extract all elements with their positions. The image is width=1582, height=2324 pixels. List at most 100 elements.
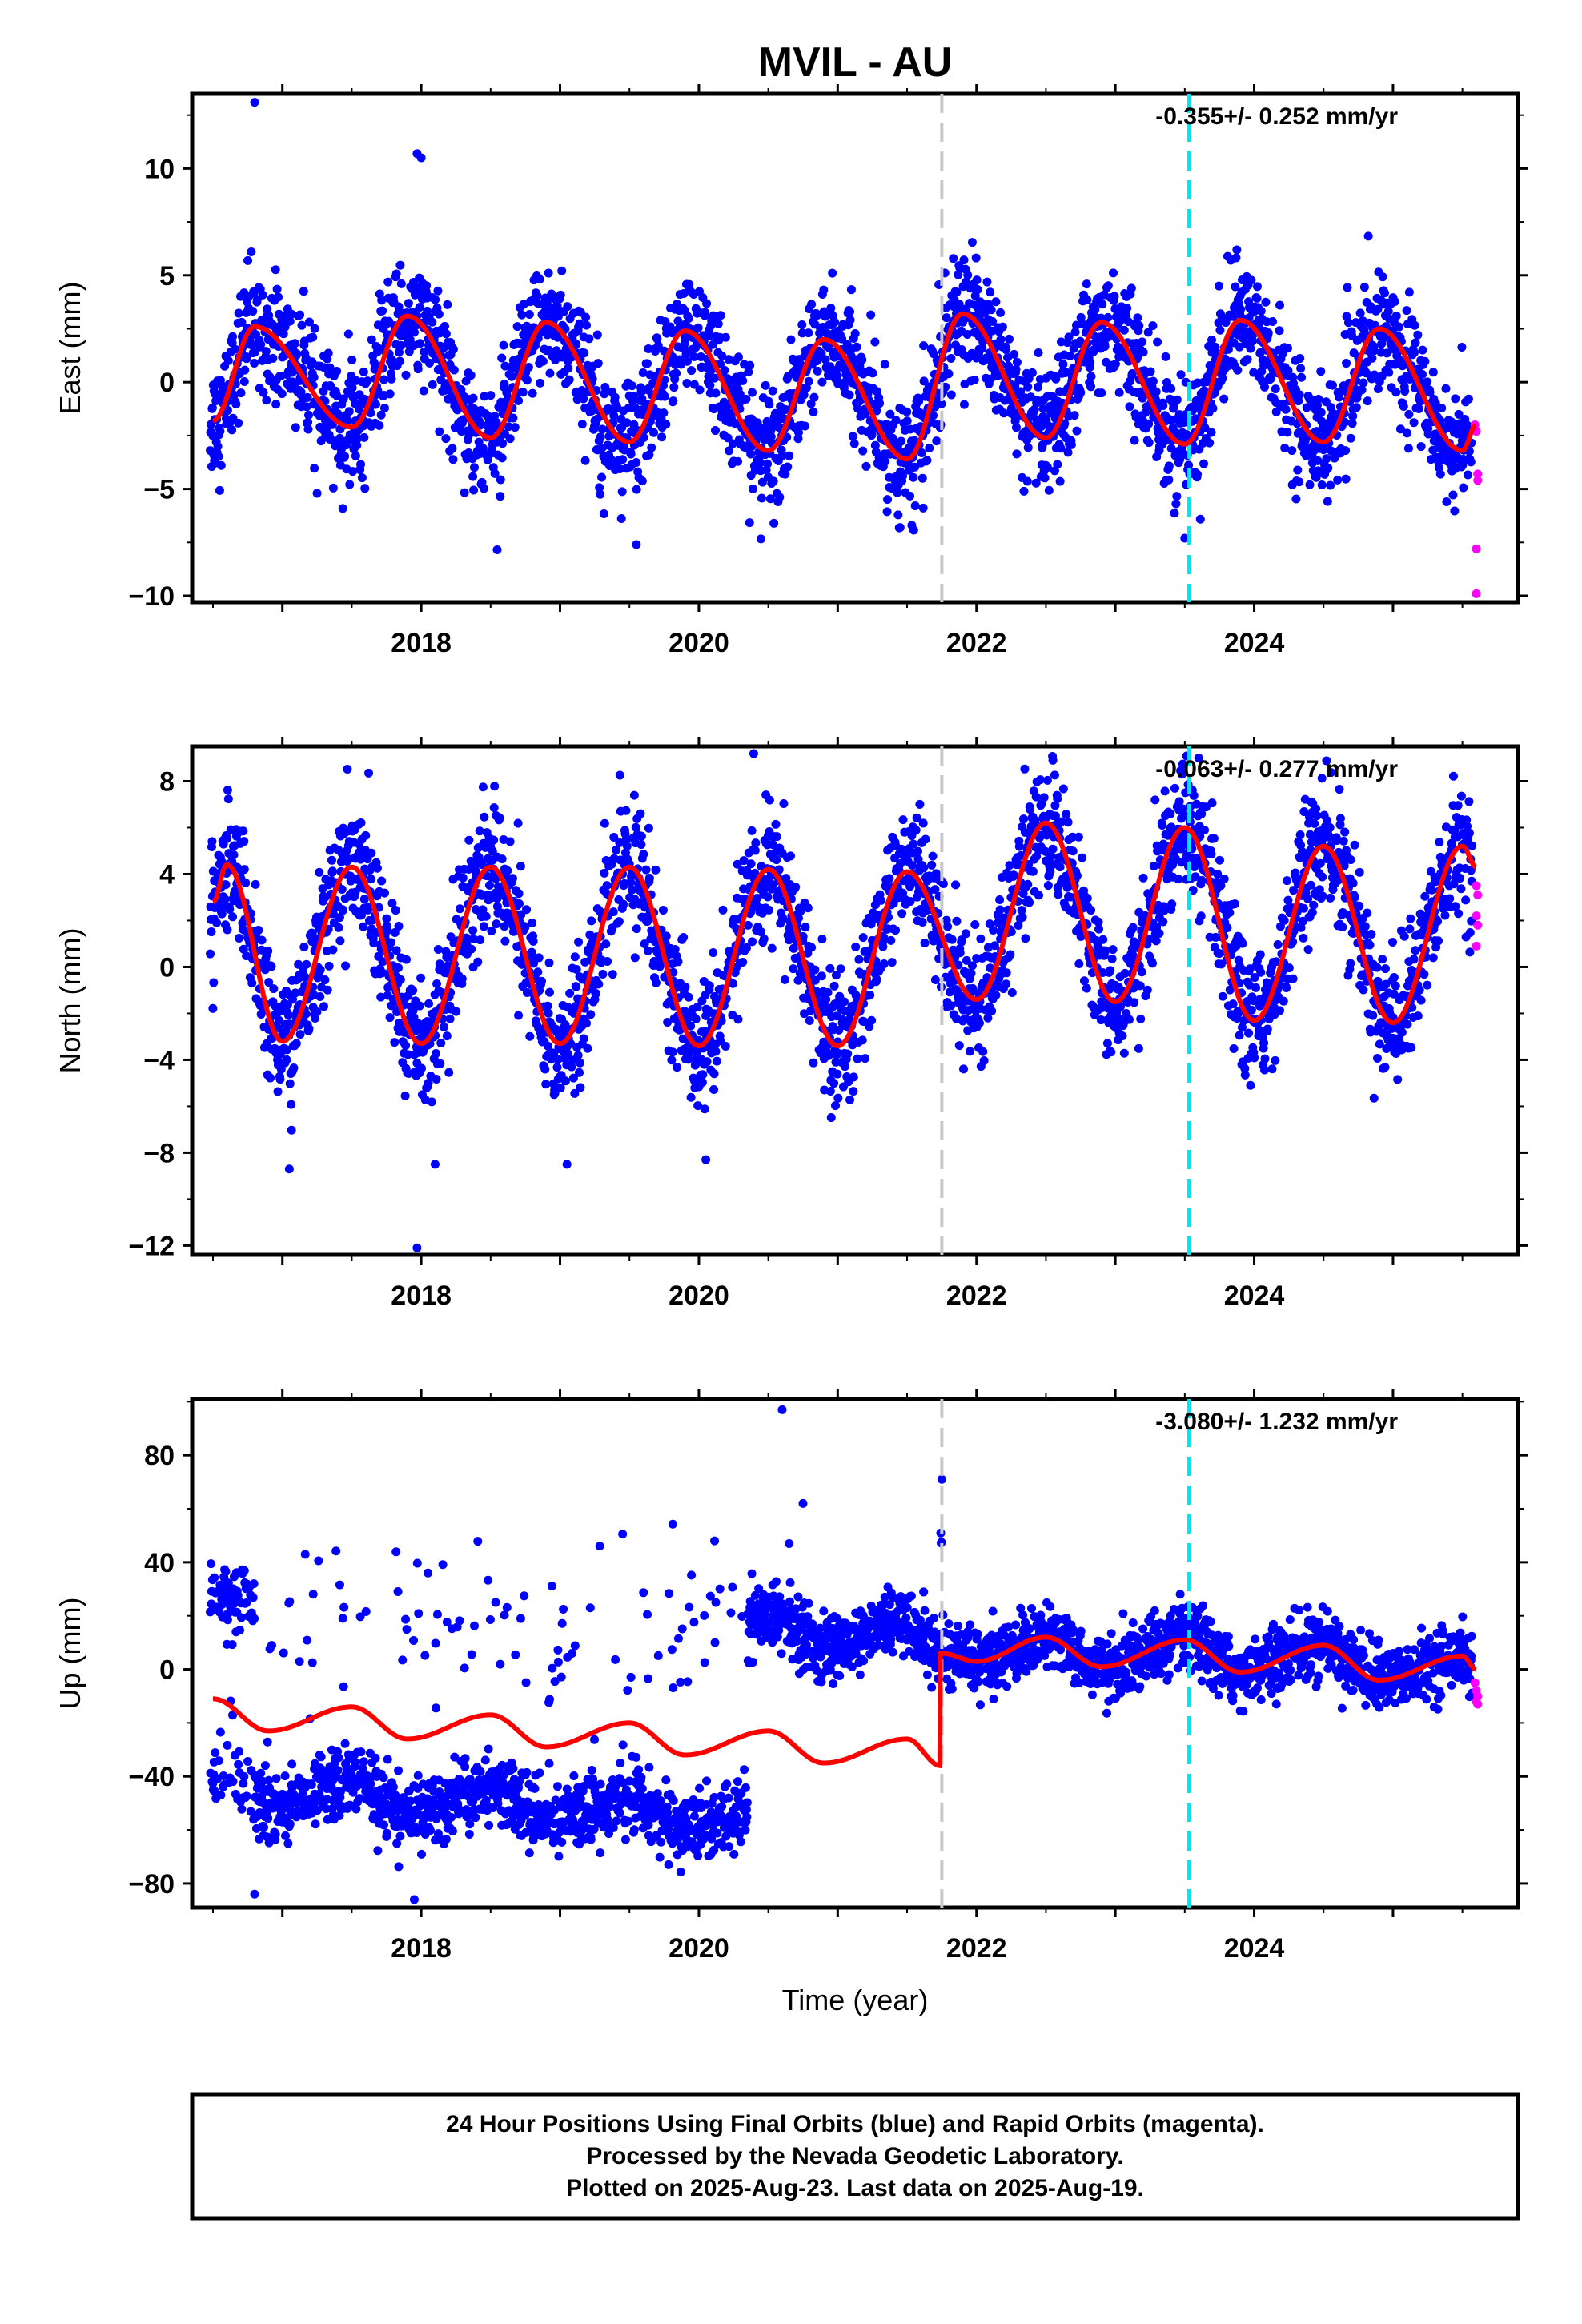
final-orbit-point [845, 1095, 855, 1104]
final-orbit-point [514, 1011, 524, 1020]
final-orbit-point [360, 484, 370, 493]
final-orbit-point [478, 905, 488, 915]
final-orbit-point [448, 455, 458, 464]
final-orbit-point [701, 308, 710, 317]
final-orbit-point [513, 818, 523, 828]
final-orbit-point [614, 917, 624, 927]
final-orbit-point [378, 306, 387, 316]
final-orbit-point [1297, 372, 1307, 382]
final-orbit-point [348, 467, 358, 476]
final-orbit-point [480, 812, 489, 822]
final-orbit-point [442, 1031, 452, 1041]
final-orbit-point [917, 917, 927, 927]
final-orbit-point [385, 1013, 395, 1023]
final-orbit-point [1343, 283, 1352, 292]
final-orbit-point [845, 315, 855, 324]
final-orbit-point [1143, 328, 1153, 337]
final-orbit-point [247, 247, 256, 257]
final-orbit-point [458, 873, 468, 883]
final-orbit-point [797, 320, 807, 330]
final-orbit-point [402, 955, 412, 964]
final-orbit-point [1011, 423, 1021, 432]
final-orbit-point [660, 392, 669, 401]
final-orbit-point [359, 432, 369, 442]
final-orbit-point [335, 936, 345, 946]
final-orbit-point [709, 948, 718, 958]
final-orbit-point [772, 832, 781, 842]
x-tick-label: 2020 [669, 1281, 729, 1311]
final-orbit-point [987, 1006, 997, 1015]
final-orbit-point [261, 347, 271, 356]
final-orbit-point [277, 389, 287, 399]
final-orbit-point [920, 939, 930, 948]
final-orbit-point [239, 826, 248, 836]
final-orbit-point [1442, 497, 1452, 506]
final-orbit-point [319, 1002, 328, 1011]
final-orbit-point [616, 514, 626, 524]
final-orbit-point [251, 879, 260, 889]
final-orbit-point [1319, 445, 1328, 455]
final-orbit-point [264, 978, 274, 987]
final-orbit-point [885, 874, 894, 883]
final-orbit-point [1158, 400, 1168, 410]
final-orbit-point [441, 329, 451, 339]
final-orbit-point [1373, 384, 1383, 394]
final-orbit-point [1151, 387, 1161, 396]
final-orbit-point [1044, 485, 1054, 495]
final-orbit-point [1191, 414, 1201, 424]
final-orbit-point [315, 867, 324, 877]
final-orbit-point [747, 826, 757, 835]
final-orbit-point [728, 439, 737, 448]
final-orbit-point [496, 475, 505, 485]
final-orbit-point [486, 391, 496, 400]
final-orbit-point [801, 923, 810, 932]
final-orbit-point [591, 989, 600, 999]
final-orbit-point [1330, 453, 1339, 463]
final-orbit-point [347, 355, 357, 364]
final-orbit-point [387, 899, 397, 908]
final-orbit-point [1466, 457, 1476, 467]
final-orbit-point [387, 938, 396, 947]
final-orbit-point [1207, 336, 1217, 345]
final-orbit-point [396, 340, 406, 350]
y-axis-label: North (mm) [54, 928, 86, 1074]
final-orbit-point [689, 380, 699, 389]
final-orbit-point [441, 434, 451, 444]
final-orbit-point [766, 432, 776, 441]
final-orbit-point [883, 495, 893, 505]
final-orbit-point [234, 418, 243, 428]
y-tick-label: 4 [159, 859, 175, 890]
final-orbit-point [367, 335, 376, 344]
final-orbit-point [440, 321, 449, 331]
final-orbit-point [943, 922, 953, 931]
final-orbit-point [503, 866, 512, 875]
final-orbit-point [352, 440, 362, 450]
final-orbit-point [243, 255, 253, 265]
final-orbit-point [544, 268, 553, 278]
final-orbit-point [1023, 382, 1033, 392]
final-orbit-point [929, 349, 938, 359]
final-orbit-point [214, 452, 223, 461]
final-orbit-point [282, 1045, 291, 1055]
final-orbit-point [952, 287, 962, 297]
final-orbit-point [601, 939, 611, 949]
final-orbit-point [1215, 325, 1225, 335]
final-orbit-point [828, 268, 837, 278]
final-orbit-point [481, 911, 491, 921]
final-orbit-point [497, 854, 507, 864]
final-orbit-point [1023, 443, 1033, 452]
final-orbit-point [982, 277, 992, 287]
final-orbit-point [1317, 480, 1327, 489]
final-orbit-point [552, 1063, 562, 1072]
final-orbit-point [909, 839, 918, 849]
final-orbit-point [1420, 356, 1430, 366]
final-orbit-point [1200, 423, 1210, 432]
final-orbit-point [1435, 456, 1444, 465]
final-orbit-point [1053, 460, 1062, 469]
final-orbit-point [996, 335, 1006, 344]
final-orbit-point [710, 426, 720, 436]
y-axis-label: East (mm) [54, 282, 86, 415]
final-orbit-point [391, 269, 401, 279]
final-orbit-point [919, 863, 929, 873]
final-orbit-point [563, 302, 572, 312]
